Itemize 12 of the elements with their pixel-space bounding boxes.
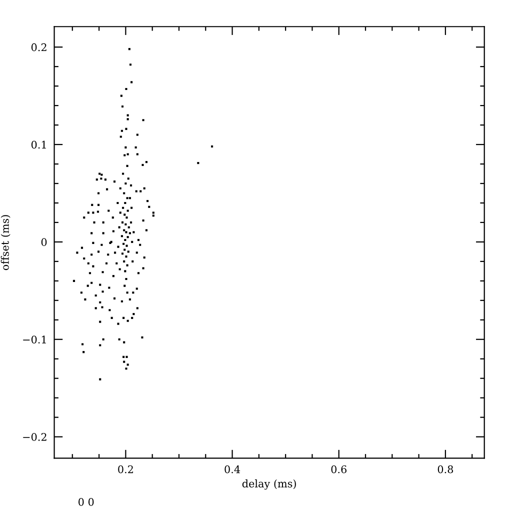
y-axis-title: offset (ms) (0, 215, 10, 270)
x-tick-label: 0.4 (224, 465, 240, 474)
y-tick-label: 0.1 (31, 140, 46, 149)
text: 0 0 (78, 498, 94, 506)
x-tick-label: 0.8 (438, 465, 454, 474)
y-tick-label: −0.2 (23, 433, 46, 441)
y-tick-label: 0.2 (31, 43, 46, 52)
x-tick-label: 0.6 (331, 465, 346, 474)
x-axis-title: delay (ms) (242, 479, 296, 490)
y-tick-label: −0.1 (23, 336, 46, 344)
x-tick-label: 0.2 (118, 465, 133, 474)
y-tick-label: 0 (41, 238, 47, 246)
